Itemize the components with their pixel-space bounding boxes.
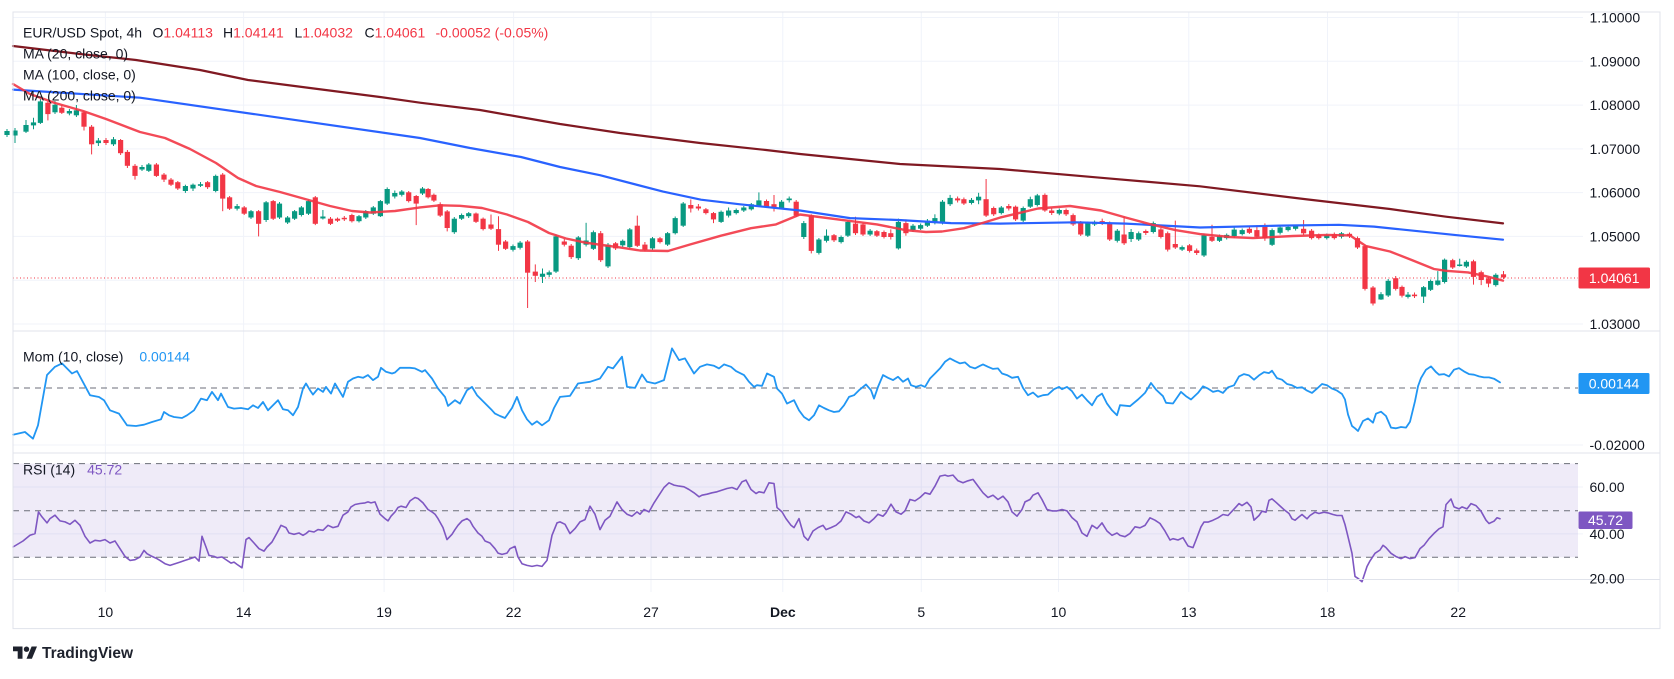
svg-text:60.00: 60.00	[1590, 479, 1625, 495]
svg-text:MA (100, close, 0): MA (100, close, 0)	[23, 67, 136, 83]
svg-text:1.09000: 1.09000	[1590, 53, 1641, 69]
svg-text:-0.02000: -0.02000	[1590, 437, 1645, 453]
svg-text:1.06000: 1.06000	[1590, 185, 1641, 201]
svg-text:MA (200, close, 0): MA (200, close, 0)	[23, 88, 136, 104]
svg-text:1.08000: 1.08000	[1590, 97, 1641, 113]
svg-text:MA (20, close, 0): MA (20, close, 0)	[23, 46, 128, 62]
svg-text:45.72: 45.72	[1588, 512, 1623, 528]
svg-text:20.00: 20.00	[1590, 571, 1625, 587]
svg-text:1.03000: 1.03000	[1590, 316, 1641, 332]
svg-text:TradingView: TradingView	[42, 645, 134, 662]
svg-text:14: 14	[236, 604, 252, 620]
svg-text:Mom (10, close)0.00144: Mom (10, close) 0.00144	[23, 349, 190, 365]
svg-text:10: 10	[1051, 604, 1067, 620]
svg-text:40.00: 40.00	[1590, 526, 1625, 542]
svg-text:Dec: Dec	[770, 604, 796, 620]
svg-text:5: 5	[917, 604, 925, 620]
svg-text:13: 13	[1181, 604, 1197, 620]
svg-text:RSI (14)45.72: RSI (14) 45.72	[23, 462, 122, 478]
svg-text:18: 18	[1320, 604, 1336, 620]
svg-text:22: 22	[1450, 604, 1466, 620]
svg-text:1.10000: 1.10000	[1590, 10, 1641, 26]
svg-text:1.07000: 1.07000	[1590, 141, 1641, 157]
svg-text:1.04061: 1.04061	[1589, 270, 1640, 286]
svg-text:10: 10	[98, 604, 114, 620]
svg-text:19: 19	[376, 604, 392, 620]
svg-text:0.00144: 0.00144	[1589, 376, 1640, 392]
svg-text:27: 27	[643, 604, 659, 620]
svg-text:1.05000: 1.05000	[1590, 228, 1641, 244]
svg-text:22: 22	[506, 604, 522, 620]
